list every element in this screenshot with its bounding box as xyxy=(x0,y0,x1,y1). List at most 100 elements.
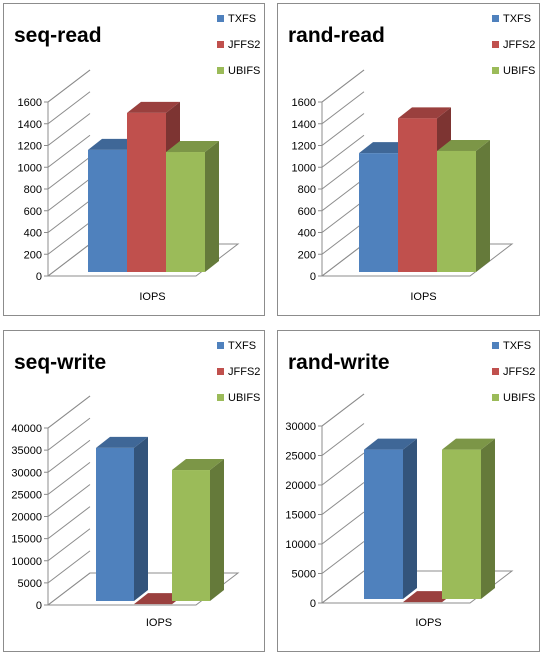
legend-swatch-txfs xyxy=(217,342,224,349)
bar-top-face xyxy=(96,436,148,448)
bar-front-face xyxy=(364,449,403,599)
chart-panel-rand-write: rand-write 0 5000 10000 15000 20000 25000 30000… xyxy=(277,330,540,652)
y-tick-mark xyxy=(44,113,91,146)
chart-frame-seq-write xyxy=(44,395,240,606)
chart-svg-seq-read: seq-read 0 200 400 600 800 1000 1200 1400 1600 IOP… xyxy=(14,13,260,303)
y-tick-label: 1000 xyxy=(292,162,316,174)
bar-ubifs-rand-read xyxy=(437,139,490,272)
y-tick-label: 400 xyxy=(298,228,316,240)
legend-swatch-jffs2 xyxy=(217,368,224,375)
y-tick-label: 10000 xyxy=(285,539,316,551)
chart-frame-rand-write xyxy=(318,393,514,604)
y-tick-label: 200 xyxy=(24,249,42,261)
legend-swatch-ubifs xyxy=(217,394,224,401)
y-tick-mark xyxy=(44,417,91,451)
y-tick-label: 25000 xyxy=(285,451,316,463)
y-tick-label: 1000 xyxy=(18,162,42,174)
y-tick-mark xyxy=(44,178,91,212)
legend-label-jffs2: JFFS2 xyxy=(503,39,535,51)
chart-floor xyxy=(320,243,514,277)
y-tick-label: 200 xyxy=(298,249,316,261)
chart-panel-seq-write: seq-write 0 5000 10000 15000 20000 25000 30000 3… xyxy=(3,330,265,652)
y-tick-label: 30000 xyxy=(285,421,316,433)
legend-swatch-jffs2 xyxy=(492,368,499,375)
y-tick-label: 20000 xyxy=(11,512,42,524)
y-tick-label: 1600 xyxy=(18,97,42,109)
bar-side-face xyxy=(205,141,219,272)
bar-ubifs-rand-write xyxy=(442,438,495,599)
bar-top-face xyxy=(172,459,224,471)
chart-title-seq-write: seq-write xyxy=(14,351,106,374)
y-tick-label: 1400 xyxy=(18,119,42,131)
x-category-label: IOPS xyxy=(415,617,441,629)
legend-swatch-txfs xyxy=(492,15,499,22)
y-tick-mark xyxy=(318,541,365,574)
y-tick-label: 1200 xyxy=(292,141,316,153)
chart-floor xyxy=(320,570,514,604)
y-tick-label: 5000 xyxy=(18,578,42,590)
chart-floor xyxy=(46,243,240,277)
y-tick-label: 400 xyxy=(24,228,42,240)
bar-side-face xyxy=(476,139,490,272)
y-tick-label: 15000 xyxy=(285,510,316,522)
chart-title-rand-read: rand-read xyxy=(288,24,385,47)
y-tick-label: 600 xyxy=(298,206,316,218)
legend-label-txfs: TXFS xyxy=(228,13,256,25)
bar-txfs-seq-write xyxy=(96,436,148,601)
bar-top-face xyxy=(437,139,490,151)
legend-label-txfs: TXFS xyxy=(503,13,531,25)
y-tick-mark xyxy=(44,461,91,495)
y-tick-mark xyxy=(318,393,365,427)
y-tick-mark xyxy=(318,69,365,103)
bar-top-face xyxy=(442,438,495,450)
y-tick-mark xyxy=(44,439,91,473)
bar-front-face xyxy=(96,447,134,601)
y-tick-mark xyxy=(318,482,365,515)
legend-rand-write: TXFS JFFS2 UBIFS xyxy=(492,340,535,404)
legend-swatch-txfs xyxy=(492,342,499,349)
legend-swatch-ubifs xyxy=(217,67,224,74)
bar-ubifs-seq-write xyxy=(172,459,224,601)
y-tick-mark xyxy=(318,221,365,255)
y-tick-mark xyxy=(44,550,91,584)
legend-swatch-ubifs xyxy=(492,394,499,401)
legend-swatch-txfs xyxy=(217,15,224,22)
chart-panel-seq-read: seq-read 0 200 400 600 800 1000 1200 1400 1600 IOP… xyxy=(3,3,265,316)
y-tick-mark xyxy=(44,506,91,540)
y-tick-label: 30000 xyxy=(11,467,42,479)
y-tick-label: 1400 xyxy=(292,119,316,131)
bar-side-face xyxy=(403,438,417,599)
y-tick-mark xyxy=(318,200,365,233)
bar-top-face xyxy=(364,438,417,450)
legend-label-jffs2: JFFS2 xyxy=(228,366,260,378)
y-tick-label: 800 xyxy=(24,184,42,196)
legend-swatch-jffs2 xyxy=(217,41,224,48)
chart-title-seq-read: seq-read xyxy=(14,24,102,47)
bar-side-face xyxy=(481,438,495,599)
y-tick-mark xyxy=(318,113,365,146)
bar-front-face xyxy=(437,150,476,272)
chart-floor xyxy=(46,572,240,606)
y-tick-mark xyxy=(318,91,365,125)
chart-svg-rand-write: rand-write 0 5000 10000 15000 20000 25000 30000… xyxy=(285,340,535,629)
y-tick-label: 0 xyxy=(310,598,316,610)
y-tick-label: 5000 xyxy=(292,569,316,581)
bar-front-face xyxy=(359,153,398,272)
y-tick-mark xyxy=(318,423,365,456)
y-tick-label: 20000 xyxy=(285,480,316,492)
bar-side-face xyxy=(210,459,224,601)
chart-title-rand-write: rand-write xyxy=(288,351,390,374)
chart-frame-rand-read xyxy=(318,69,514,277)
bar-top-face xyxy=(127,101,180,113)
y-tick-label: 800 xyxy=(298,184,316,196)
y-tick-mark xyxy=(44,91,91,125)
y-tick-mark xyxy=(318,134,365,168)
bar-side-face xyxy=(134,436,148,601)
legend-label-jffs2: JFFS2 xyxy=(228,39,260,51)
x-category-label: IOPS xyxy=(146,617,172,629)
chart-panel-rand-read: rand-read 0 200 400 600 800 1000 1200 1400 1600 IO… xyxy=(277,3,540,316)
y-tick-mark xyxy=(44,221,91,255)
y-tick-label: 35000 xyxy=(11,445,42,457)
y-tick-mark xyxy=(44,528,91,562)
x-category-label: IOPS xyxy=(139,291,165,303)
